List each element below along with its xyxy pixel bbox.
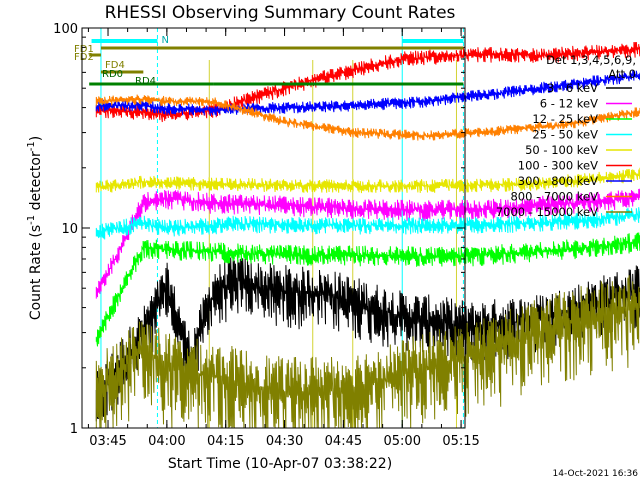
flag-label: N	[161, 35, 168, 46]
legend-entry: 7000 - 15000 keV	[496, 205, 598, 219]
flag-label: FD1	[74, 44, 94, 55]
series-line	[95, 275, 640, 429]
y-axis-label-end: )	[28, 136, 44, 141]
series-line	[95, 232, 640, 347]
plot-frame	[81, 27, 466, 429]
legend-entry: 300 - 800 keV	[518, 174, 598, 188]
legend-entry: 800 - 7000 keV	[510, 190, 598, 204]
plot-area	[95, 28, 640, 429]
x-tick-label: 03:45	[89, 434, 126, 449]
series-line	[95, 41, 640, 123]
x-tick-label: 04:30	[266, 434, 303, 449]
y-axis-label-suffix: detector	[28, 151, 44, 215]
x-tick-label: 04:00	[148, 434, 185, 449]
y-tick-label: 100	[53, 22, 78, 37]
y-axis-label-sup: -1	[26, 215, 37, 225]
axis-ticks: 03:45 04:00 04:15 04:30 04:45 05:00 05:15 1 10 10…	[53, 22, 480, 449]
x-tick-label: 04:15	[207, 434, 244, 449]
series-line	[95, 256, 640, 422]
x-tick-label: 05:15	[442, 434, 479, 449]
legend-entry: 6 - 12 keV	[540, 97, 598, 111]
series-line	[95, 94, 640, 141]
legend-entry: 12 - 25 keV	[532, 112, 598, 126]
series-line	[95, 188, 640, 299]
x-axis-label: Start Time (10-Apr-07 03:38:22)	[168, 456, 392, 472]
series-line	[95, 70, 640, 116]
flag-label: RD4	[135, 76, 156, 87]
chart-title: RHESSI Observing Summary Count Rates	[105, 3, 456, 23]
legend-entry: 50 - 100 keV	[525, 143, 598, 157]
y-tick-label: 10	[61, 222, 78, 237]
legend-header: Det 1,3,4,5,6,9,	[546, 53, 636, 67]
legend: Det 1,3,4,5,6,9,Att 0 3 - 6 keV 6 - 12 keV…	[496, 53, 636, 219]
y-axis-label-main: Count Rate (s	[28, 225, 44, 320]
legend-header: Att 0	[608, 67, 636, 81]
y-axis-label: Count Rate (s-1 detector-1)	[26, 136, 44, 320]
legend-entry: 100 - 300 keV	[518, 159, 598, 173]
flag-label: FD4	[105, 60, 125, 71]
legend-entry: 3 - 6 keV	[547, 81, 598, 95]
x-tick-label: 04:45	[325, 434, 362, 449]
flag-label: FD2	[74, 52, 94, 63]
flag-label: RD0	[102, 69, 123, 80]
series-line	[95, 167, 640, 194]
series-line	[95, 207, 640, 240]
timestamp: 14-Oct-2021 16:36	[553, 469, 639, 479]
legend-entry: 25 - 50 keV	[532, 128, 598, 142]
y-axis-label-sup2: -1	[26, 141, 37, 151]
x-tick-label: 05:00	[384, 434, 421, 449]
y-tick-label: 1	[70, 422, 78, 437]
